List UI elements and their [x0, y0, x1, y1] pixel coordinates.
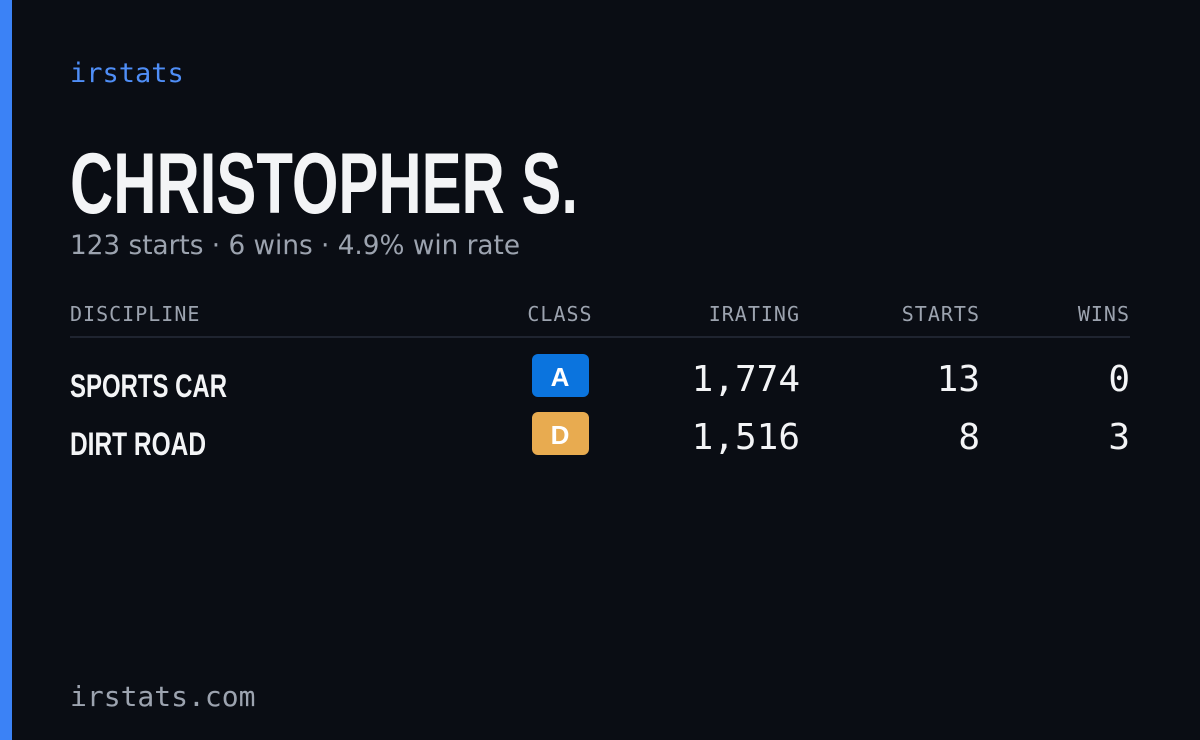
footer: irstats.com [70, 680, 255, 713]
discipline: DIRT ROAD [70, 426, 206, 462]
wins: 3 [1108, 417, 1130, 458]
summary: 123 starts · 6 wins · 4.9% win rate [70, 230, 520, 261]
class-letter: A [551, 362, 570, 392]
class-letter: D [551, 420, 570, 450]
player-name: CHRISTOPHER S. [70, 136, 578, 232]
header: IRATING [709, 302, 800, 326]
header: WINS [1078, 302, 1130, 326]
header: CLASS [527, 302, 592, 326]
header: DISCIPLINE [70, 302, 200, 326]
discipline: SPORTS CAR [70, 368, 227, 404]
class-badge [532, 412, 589, 455]
brand: irstats [70, 58, 184, 89]
header: STARTS [902, 302, 980, 326]
irating: 1,516 [692, 417, 800, 458]
class-badge [532, 354, 589, 397]
accent-bar [0, 0, 12, 740]
starts: 8 [958, 417, 980, 458]
wins: 0 [1108, 359, 1130, 400]
irating: 1,774 [692, 359, 800, 400]
starts: 13 [937, 359, 980, 400]
